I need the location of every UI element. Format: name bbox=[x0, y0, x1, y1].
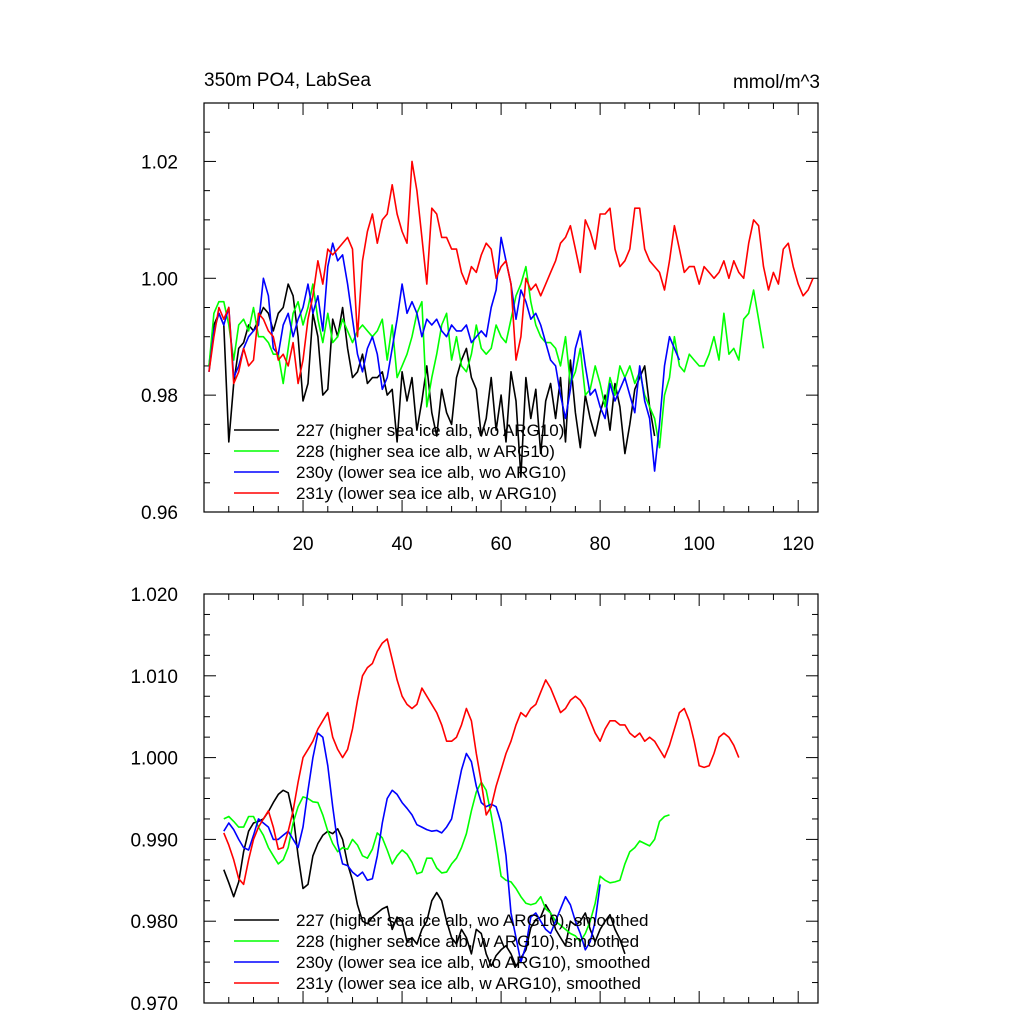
y-tick-label: 1.00 bbox=[141, 269, 178, 290]
top-panel-plot: 0.96 0.98 1.00 1.02 20 40 60 80 100 120 227 (highe… bbox=[141, 102, 819, 555]
y-tick-label: 1.020 bbox=[130, 585, 178, 606]
y-tick-label: 0.990 bbox=[130, 830, 178, 851]
y-tick-label: 1.010 bbox=[130, 667, 178, 688]
x-tick-label: 20 bbox=[292, 534, 313, 555]
bottom-panel-plot: 0.970 0.980 0.990 1.000 1.010 1.020 227 (highe… bbox=[130, 585, 819, 1015]
units-label: mmol/m^3 bbox=[733, 72, 820, 93]
y-tick-label: 1.000 bbox=[130, 749, 178, 770]
x-tick-label: 80 bbox=[590, 534, 611, 555]
x-tick-label: 60 bbox=[491, 534, 512, 555]
legend-label-228: 228 (higher sea ice alb, w ARG10) bbox=[296, 442, 555, 461]
y-tick-label: 1.02 bbox=[141, 152, 178, 173]
legend-label-230y: 230y (lower sea ice alb, wo ARG10) bbox=[296, 463, 566, 482]
y-tick-label: 0.980 bbox=[130, 912, 178, 933]
figure-title: 350m PO4, LabSea bbox=[204, 70, 371, 91]
x-tick-label: 120 bbox=[782, 534, 814, 555]
series-line-228 bbox=[223, 781, 670, 943]
series-line-230y bbox=[208, 236, 681, 472]
legend-label-230y: 230y (lower sea ice alb, wo ARG10), smoo… bbox=[296, 953, 650, 972]
legend-label-227: 227 (higher sea ice alb, wo ARG10), smoo… bbox=[296, 911, 648, 930]
series-line-227 bbox=[208, 283, 656, 478]
x-tick-label: 40 bbox=[391, 534, 412, 555]
x-tick-label: 100 bbox=[683, 534, 715, 555]
series-line-227 bbox=[223, 789, 626, 968]
y-tick-label: 0.970 bbox=[130, 994, 178, 1015]
y-tick-label: 0.96 bbox=[141, 503, 178, 524]
legend-label-227: 227 (higher sea ice alb, wo ARG10) bbox=[296, 421, 564, 440]
series-line-231y bbox=[208, 160, 814, 385]
series-line-231y bbox=[223, 638, 740, 886]
series-line-228 bbox=[208, 265, 765, 449]
y-tick-label: 0.98 bbox=[141, 386, 178, 407]
legend-label-228: 228 (higher sea ice alb, w ARG10), smoot… bbox=[296, 932, 639, 951]
legend-label-231y: 231y (lower sea ice alb, w ARG10) bbox=[296, 484, 557, 503]
legend-label-231y: 231y (lower sea ice alb, w ARG10), smoot… bbox=[296, 974, 641, 993]
series-line-230y bbox=[223, 732, 601, 963]
